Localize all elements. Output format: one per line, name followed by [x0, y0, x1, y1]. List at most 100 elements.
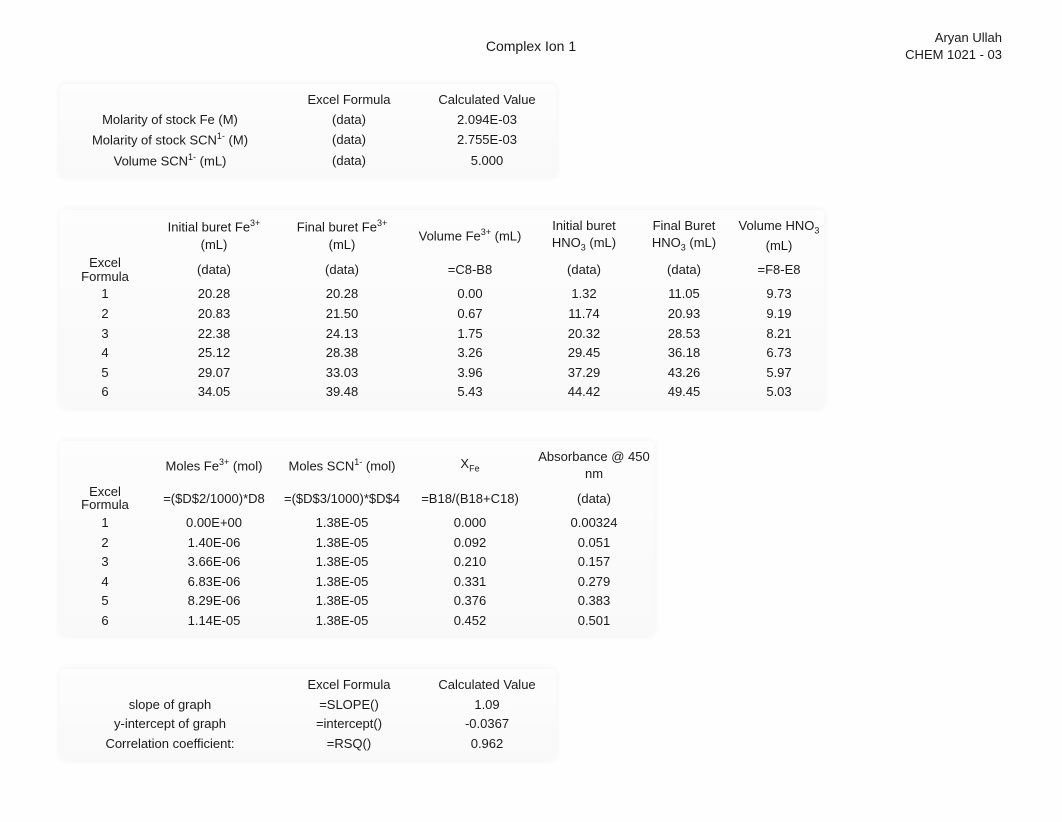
t2-h3: Volume Fe3+ (mL)	[406, 216, 534, 255]
student-name: Aryan Ullah	[905, 30, 1002, 47]
t1-header-value: Calculated Value	[418, 90, 556, 110]
t4-value: 0.962	[418, 734, 556, 754]
trial-number: 6	[60, 382, 150, 402]
data-cell: 43.26	[634, 363, 734, 383]
data-cell: 8.29E-06	[150, 591, 278, 611]
data-cell: 1.38E-05	[278, 611, 406, 631]
t3-h4: Absorbance @ 450 nm	[534, 447, 654, 484]
t4-formula: =intercept()	[280, 714, 418, 734]
data-cell: 0.00	[406, 284, 534, 304]
data-cell: 1.38E-05	[278, 552, 406, 572]
t1-formula: (data)	[280, 150, 418, 171]
data-cell: 20.83	[150, 304, 278, 324]
data-cell: 1.14E-05	[150, 611, 278, 631]
trial-number: 4	[60, 343, 150, 363]
data-cell: 1.38E-05	[278, 591, 406, 611]
data-cell: 1.40E-06	[150, 533, 278, 553]
data-cell: 39.48	[278, 382, 406, 402]
data-cell: 9.73	[734, 284, 824, 304]
t1-value: 2.755E-03	[418, 129, 556, 150]
table-stock-data: Excel Formula Calculated Value Molarity …	[60, 84, 556, 177]
data-cell: 11.74	[534, 304, 634, 324]
data-cell: 1.38E-05	[278, 572, 406, 592]
t2-formula-label: ExcelFormula	[60, 255, 150, 284]
data-cell: 11.05	[634, 284, 734, 304]
table-regression: Excel Formula Calculated Value slope of …	[60, 669, 556, 759]
data-cell: 36.18	[634, 343, 734, 363]
data-cell: 20.28	[150, 284, 278, 304]
data-cell: 6.73	[734, 343, 824, 363]
t4-header-value: Calculated Value	[418, 675, 556, 695]
data-cell: 0.051	[534, 533, 654, 553]
t1-formula: (data)	[280, 129, 418, 150]
t4-label: Correlation coefficient:	[60, 734, 280, 754]
t3-h3: XFe	[406, 447, 534, 484]
t1-header-formula: Excel Formula	[280, 90, 418, 110]
t2-h4: Initial buret HNO3 (mL)	[534, 216, 634, 255]
data-cell: 3.96	[406, 363, 534, 383]
t1-value: 2.094E-03	[418, 110, 556, 130]
data-cell: 0.501	[534, 611, 654, 631]
data-cell: 5.43	[406, 382, 534, 402]
trial-number: 2	[60, 304, 150, 324]
data-cell: 29.45	[534, 343, 634, 363]
data-cell: 20.32	[534, 324, 634, 344]
data-cell: 0.210	[406, 552, 534, 572]
t2-f4: (data)	[534, 255, 634, 284]
t4-value: 1.09	[418, 695, 556, 715]
data-cell: 0.00E+00	[150, 513, 278, 533]
trial-number: 6	[60, 611, 150, 631]
t1-formula: (data)	[280, 110, 418, 130]
table-buret-data: Initial buret Fe3+ (mL) Final buret Fe3+…	[60, 210, 824, 408]
t2-f6: =F8-E8	[734, 255, 824, 284]
data-cell: 0.67	[406, 304, 534, 324]
t3-f1: =($D$2/1000)*D8	[150, 484, 278, 513]
t4-label: y-intercept of graph	[60, 714, 280, 734]
data-cell: 0.383	[534, 591, 654, 611]
t3-h1: Moles Fe3+ (mol)	[150, 447, 278, 484]
t2-h1: Initial buret Fe3+ (mL)	[150, 216, 278, 255]
header-right: Aryan Ullah CHEM 1021 - 03	[905, 30, 1002, 64]
data-cell: 24.13	[278, 324, 406, 344]
data-cell: 49.45	[634, 382, 734, 402]
data-cell: 1.38E-05	[278, 533, 406, 553]
data-cell: 0.000	[406, 513, 534, 533]
data-cell: 1.32	[534, 284, 634, 304]
data-cell: 34.05	[150, 382, 278, 402]
data-cell: 37.29	[534, 363, 634, 383]
t2-f2: (data)	[278, 255, 406, 284]
page-title: Complex Ion 1	[60, 38, 1002, 54]
data-cell: 20.93	[634, 304, 734, 324]
t4-label: slope of graph	[60, 695, 280, 715]
data-cell: 21.50	[278, 304, 406, 324]
data-cell: 0.157	[534, 552, 654, 572]
data-cell: 0.00324	[534, 513, 654, 533]
data-cell: 5.97	[734, 363, 824, 383]
data-cell: 6.83E-06	[150, 572, 278, 592]
data-cell: 0.092	[406, 533, 534, 553]
trial-number: 3	[60, 324, 150, 344]
t3-f3: =B18/(B18+C18)	[406, 484, 534, 513]
t2-h5: Final Buret HNO3 (mL)	[634, 216, 734, 255]
t3-f2: =($D$3/1000)*$D$4	[278, 484, 406, 513]
trial-number: 1	[60, 284, 150, 304]
trial-number: 1	[60, 513, 150, 533]
t3-h2: Moles SCN1- (mol)	[278, 447, 406, 484]
t4-formula: =SLOPE()	[280, 695, 418, 715]
t1-label: Molarity of stock SCN1- (M)	[60, 129, 280, 150]
data-cell: 8.21	[734, 324, 824, 344]
t1-value: 5.000	[418, 150, 556, 171]
data-cell: 1.38E-05	[278, 513, 406, 533]
t1-label: Molarity of stock Fe (M)	[60, 110, 280, 130]
data-cell: 3.66E-06	[150, 552, 278, 572]
t4-header-formula: Excel Formula	[280, 675, 418, 695]
t2-h2: Final buret Fe3+ (mL)	[278, 216, 406, 255]
data-cell: 33.03	[278, 363, 406, 383]
data-cell: 20.28	[278, 284, 406, 304]
t3-formula-label: ExcelFormula	[60, 484, 150, 513]
t3-f4: (data)	[534, 484, 654, 513]
t4-value: -0.0367	[418, 714, 556, 734]
t1-label: Volume SCN1- (mL)	[60, 150, 280, 171]
table-moles-data: Moles Fe3+ (mol) Moles SCN1- (mol) XFe A…	[60, 441, 654, 637]
t2-f1: (data)	[150, 255, 278, 284]
